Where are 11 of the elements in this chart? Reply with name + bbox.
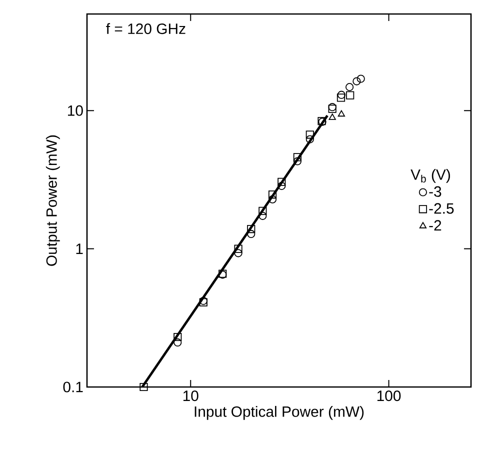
legend-label: -3 xyxy=(429,186,442,197)
legend-label: -2.5 xyxy=(429,203,454,214)
y-tick-label: 0.1 xyxy=(63,382,83,392)
y-tick-label: 10 xyxy=(68,105,83,116)
x-tick-label: 100 xyxy=(377,390,401,402)
legend-title: V$_{b}$ (V) xyxy=(410,168,450,183)
legend-label: -2 xyxy=(429,220,442,231)
y-axis-title: Output Power (mW) xyxy=(46,135,60,266)
y-tick-label: 1 xyxy=(76,244,83,254)
x-axis-title: Input Optical Power (mW) xyxy=(194,406,364,420)
annotation: f = 120 GHz xyxy=(106,23,186,34)
